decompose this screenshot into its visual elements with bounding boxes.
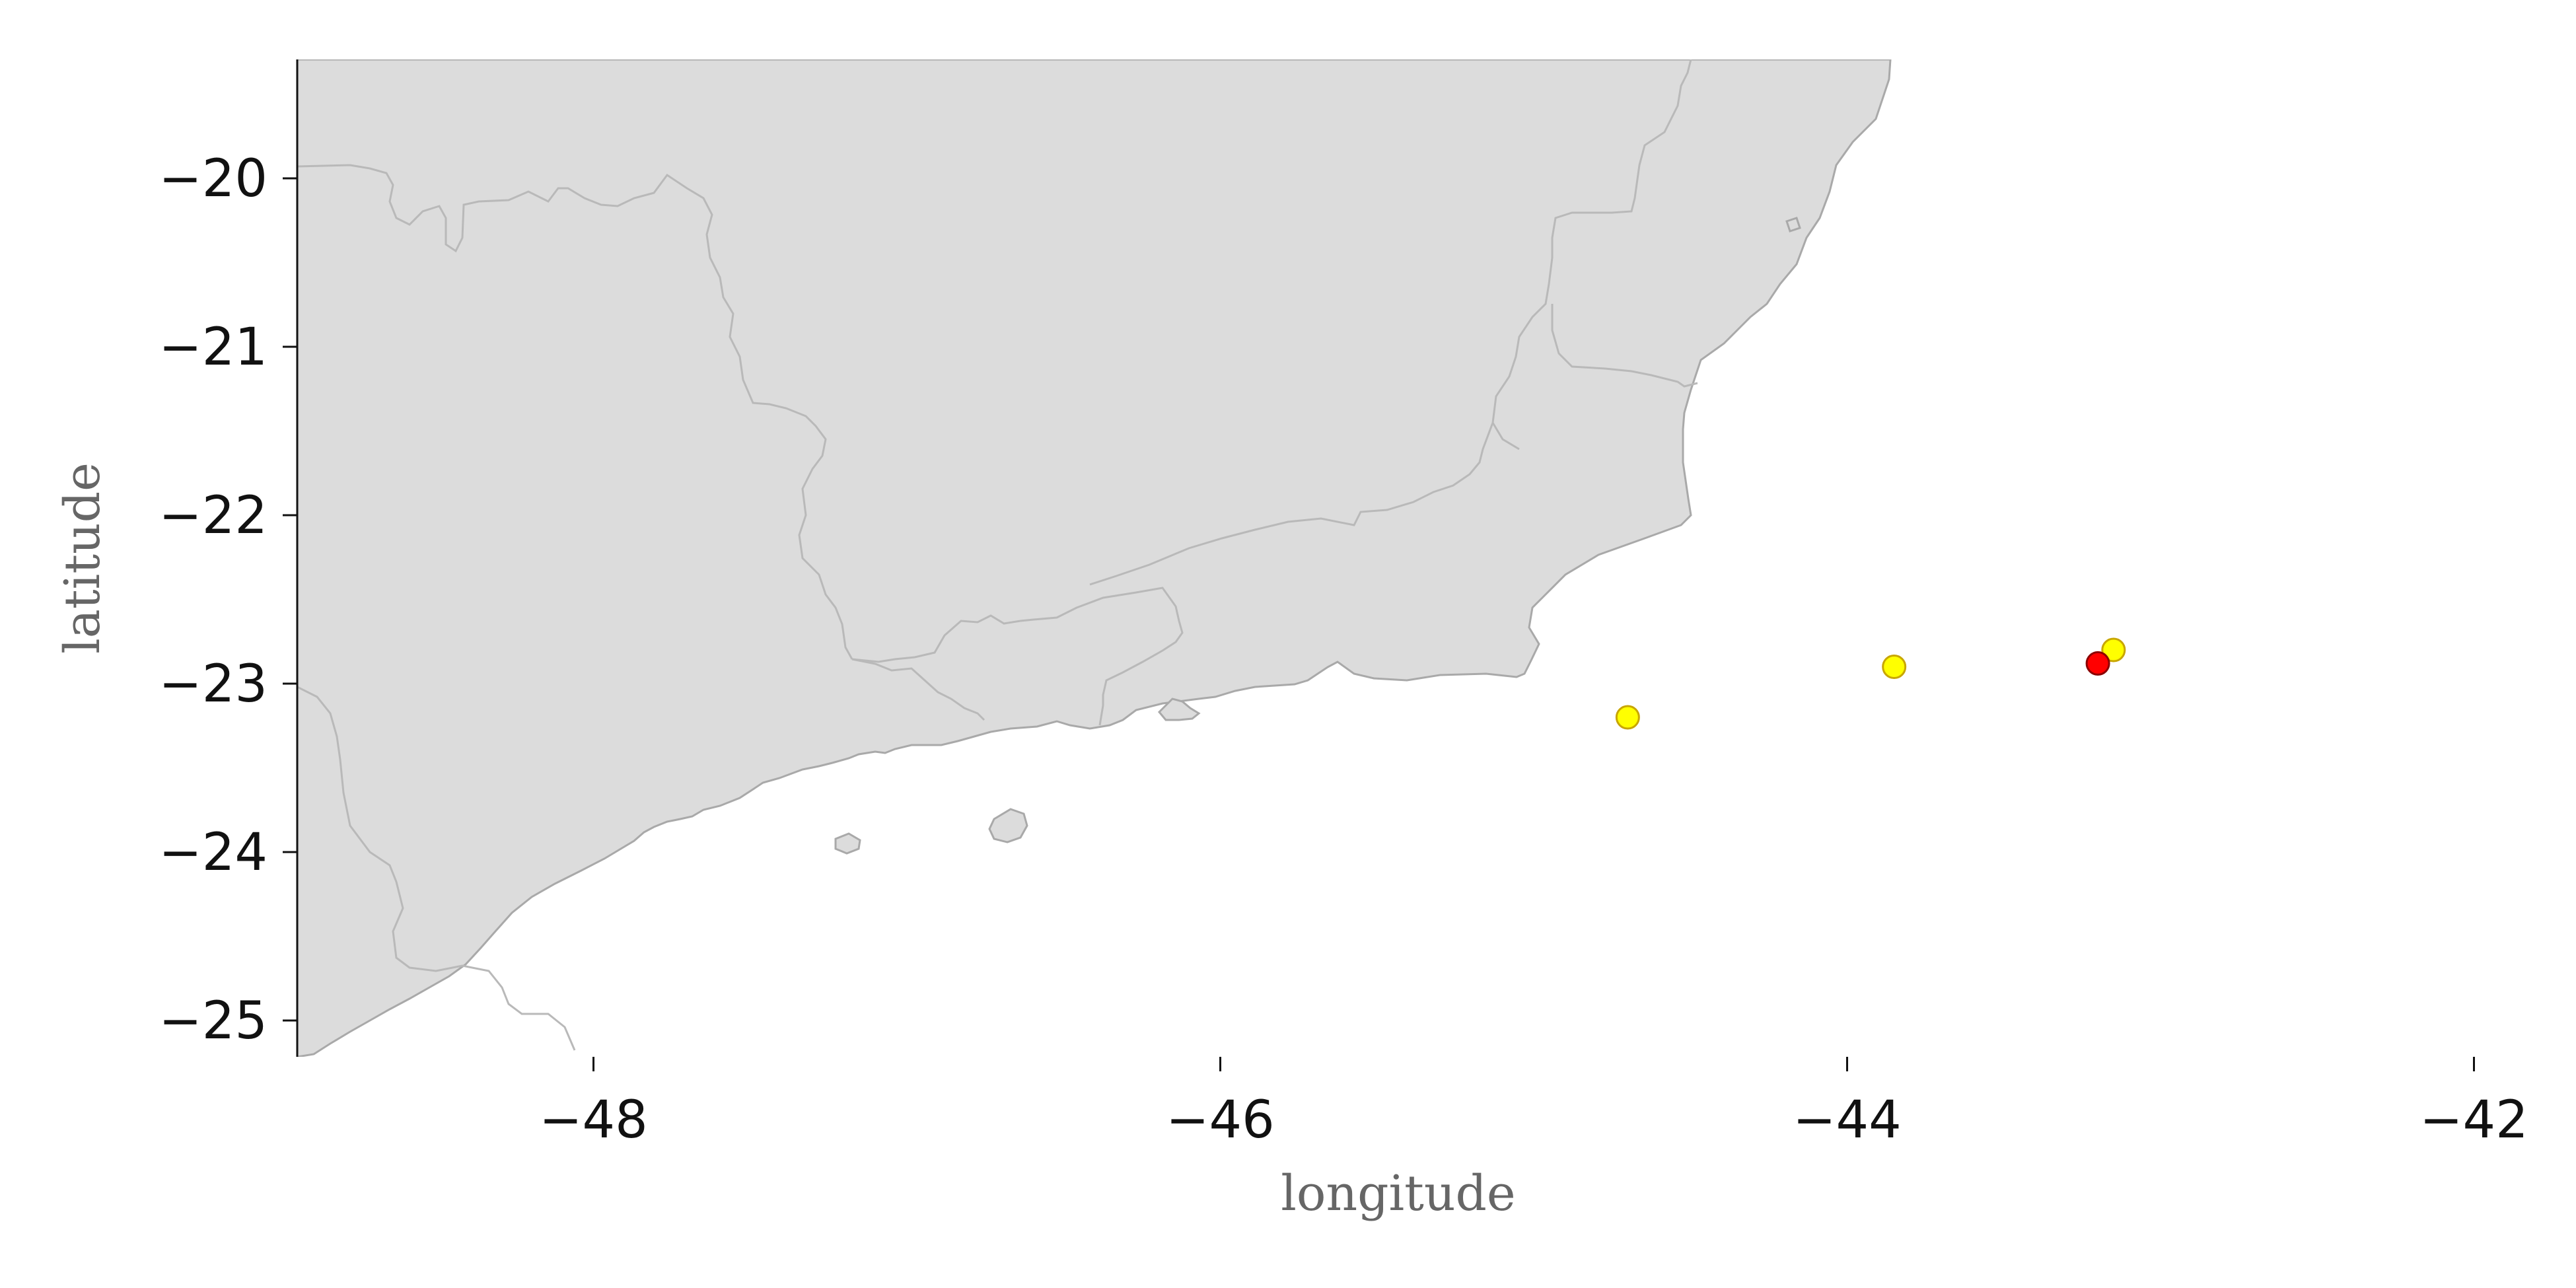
y-tick-label: −21 xyxy=(159,318,268,377)
red-marker xyxy=(2085,651,2110,676)
location-markers xyxy=(1615,637,2126,730)
yellow-marker xyxy=(1615,705,1640,730)
x-tick-label: −42 xyxy=(2419,1091,2528,1150)
yellow-marker xyxy=(1882,655,1907,679)
x-tick-label: −44 xyxy=(1793,1091,1902,1150)
y-tick-label: −23 xyxy=(159,655,268,714)
island-coast-small xyxy=(1785,217,1801,233)
y-tick-label: −24 xyxy=(159,823,268,882)
x-tick-label: −48 xyxy=(539,1091,648,1150)
y-axis-ticks: −20 −21 −22 −23 −24 −25 xyxy=(159,149,297,1051)
y-tick-label: −20 xyxy=(159,149,268,209)
yellow-marker xyxy=(2101,637,2126,662)
y-tick-label: −22 xyxy=(159,486,268,546)
land-mass xyxy=(297,59,1892,1057)
island-ilha-grande xyxy=(1157,698,1201,721)
y-axis-label: latitude xyxy=(54,462,111,654)
island-sao-sebastiao xyxy=(988,808,1028,843)
x-axis-ticks: −48−46−44−42−40−38−36 xyxy=(539,1057,2528,1150)
y-tick-label: −25 xyxy=(159,991,268,1051)
state-borders xyxy=(297,59,1698,1051)
x-axis-label: longitude xyxy=(1281,1165,1515,1222)
x-tick-label: −46 xyxy=(1166,1091,1275,1150)
island-sao-francisco xyxy=(834,832,861,855)
